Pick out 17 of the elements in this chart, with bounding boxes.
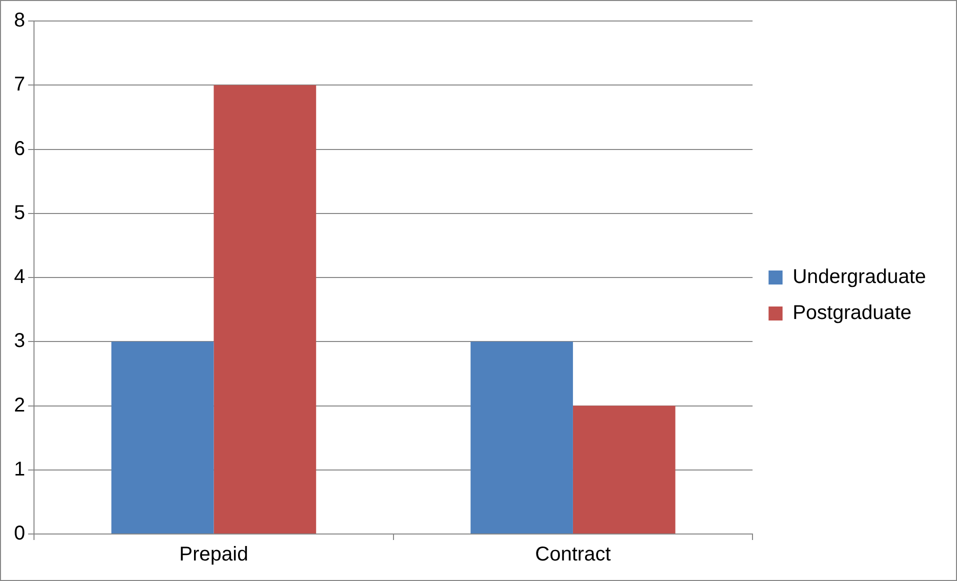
- legend-label: Undergraduate: [792, 266, 926, 288]
- y-tick-label: 8: [14, 10, 26, 32]
- y-tick-label: 5: [14, 202, 26, 224]
- y-tick-label: 4: [14, 266, 26, 288]
- x-tick-label: Prepaid: [179, 544, 248, 566]
- y-tick-label: 3: [14, 330, 26, 352]
- y-tick-label: 2: [14, 394, 26, 416]
- bar: [470, 342, 573, 534]
- legend-label: Postgraduate: [792, 302, 912, 324]
- bar: [111, 342, 214, 534]
- bar: [214, 85, 316, 534]
- bar: [572, 406, 676, 534]
- y-tick-label: 1: [14, 458, 26, 480]
- y-tick-label: 6: [14, 138, 26, 160]
- x-tick-label: Contract: [535, 544, 612, 566]
- y-tick-label: 0: [14, 522, 26, 545]
- y-tick-label: 7: [14, 74, 26, 96]
